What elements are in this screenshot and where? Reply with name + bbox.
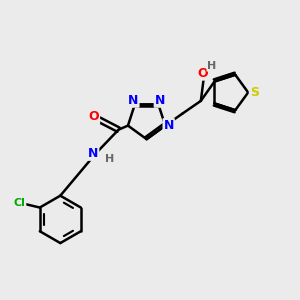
Text: N: N bbox=[164, 119, 174, 132]
Text: N: N bbox=[155, 94, 165, 107]
Text: N: N bbox=[88, 147, 98, 160]
Text: O: O bbox=[197, 67, 208, 80]
Text: H: H bbox=[105, 154, 115, 164]
Text: N: N bbox=[128, 94, 139, 107]
Text: O: O bbox=[88, 110, 99, 123]
Text: H: H bbox=[207, 61, 217, 71]
Text: Cl: Cl bbox=[14, 198, 26, 208]
Text: S: S bbox=[250, 86, 259, 99]
